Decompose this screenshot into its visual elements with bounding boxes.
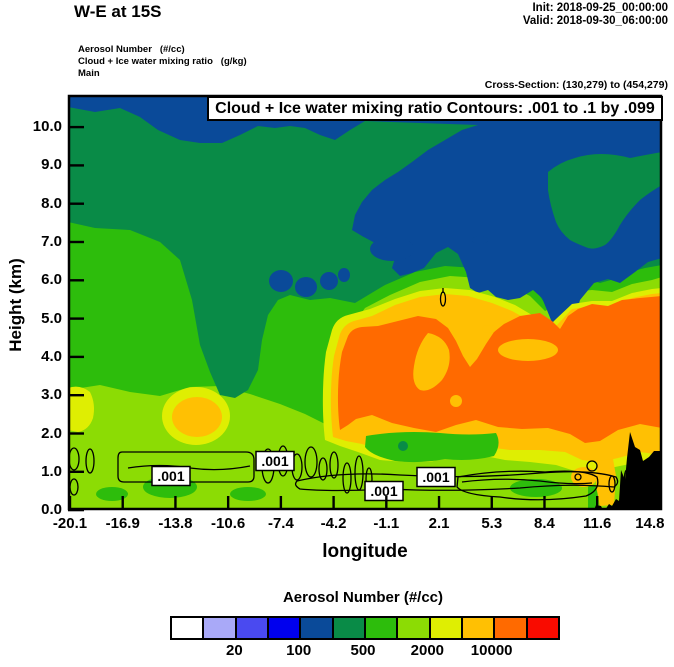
colorbar-tick-label: 100: [286, 642, 312, 659]
contour-label-box: [364, 480, 404, 502]
valid-time: Valid: 2018-09-30_06:00:00: [522, 15, 668, 27]
y-tick-label: 1.0: [41, 462, 62, 480]
fill-orange-core: [337, 296, 662, 443]
x-tick-label: 11.6: [583, 515, 612, 532]
plot-title-box: Cloud + Ice water mixing ratio Contours:…: [207, 96, 663, 121]
x-tick-label: -7.4: [267, 515, 294, 532]
cross-section-plot: .001 .001 .001 .001: [67, 94, 663, 512]
colorbar-cell: [204, 618, 237, 638]
terrain-mask: [605, 432, 662, 510]
fill-green-patch: [96, 487, 128, 501]
colorbar-tick-label: 20: [225, 642, 243, 659]
cross-section-label: Cross-Section: (130,279) to (454,279): [484, 79, 668, 91]
fill-yellow-left-blob: [68, 386, 94, 432]
x-tick-label: 5.3: [481, 515, 503, 532]
colorbar-cell: [430, 618, 463, 638]
colorbar-cell: [365, 618, 399, 638]
contour-label-box: [416, 466, 456, 488]
colorbar-cell: [527, 618, 558, 638]
colorbar-cell: [495, 618, 528, 638]
field-list: Aerosol Number (#/cc) Cloud + Ice water …: [78, 44, 247, 80]
x-tick-label: -16.9: [105, 515, 140, 532]
colorbar-cell: [398, 618, 431, 638]
fill-green-patch: [588, 486, 598, 508]
init-time: Init: 2018-09-25_00:00:00: [532, 2, 668, 14]
x-tick-label: 2.1: [428, 515, 450, 532]
fill-blue-blob: [295, 277, 317, 297]
colorbar-cell: [333, 618, 366, 638]
x-tick-label: -13.8: [158, 515, 193, 532]
fill-amber-island: [482, 325, 496, 333]
y-tick-label: 0.0: [41, 501, 62, 519]
fill-blue-blob: [269, 270, 293, 292]
fill-blue-blob: [338, 268, 350, 282]
colorbar-tick-label: 500: [350, 642, 376, 659]
x-tick-label: -10.6: [211, 515, 246, 532]
x-tick-label: -4.2: [320, 515, 347, 532]
y-tick-label: 5.0: [41, 309, 62, 327]
y-tick-label: 9.0: [41, 156, 62, 174]
fill-blue-blob: [320, 272, 338, 290]
x-tick-label: -20.1: [52, 515, 88, 532]
fill-blue-blob: [472, 236, 488, 244]
model-times: Init: 2018-09-25_00:00:00 Valid: 2018-09…: [523, 2, 668, 28]
y-tick-label: 7.0: [41, 233, 62, 250]
fill-amber-island: [450, 395, 462, 407]
y-tick-label: 10.0: [32, 118, 62, 136]
fill-green-patch: [230, 487, 266, 501]
contour-fill-layers: [68, 95, 662, 510]
contour-label-text: .001: [422, 469, 449, 485]
x-axis-label: longitude: [322, 541, 408, 562]
fill-green-patch: [510, 479, 562, 497]
colorbar-title: Aerosol Number (#/cc): [282, 589, 444, 606]
colorbar: [170, 616, 560, 640]
colorbar-cell: [268, 618, 302, 638]
y-tick-label: 6.0: [41, 271, 62, 289]
colorbar-cell: [301, 618, 334, 638]
field-domain: Main: [78, 68, 100, 79]
contour-label-box: [255, 450, 295, 472]
fill-amber-center: [172, 397, 222, 437]
fill-green-patch: [365, 432, 499, 463]
colorbar-tick-label: 2000: [410, 642, 445, 659]
contour-label-text: .001: [261, 453, 288, 469]
colorbar-tick-label: 10000: [470, 642, 513, 659]
fill-amber-island: [498, 339, 558, 361]
contour-label-box: [151, 465, 191, 487]
y-tick-label: 2.0: [41, 424, 62, 442]
page-title: W-E at 15S: [74, 2, 162, 21]
y-tick-label: 8.0: [41, 194, 62, 212]
contour-label-group: .001 .001 .001 .001: [151, 450, 456, 502]
fill-amber-island: [413, 333, 450, 391]
fill-seagreen-dot: [398, 441, 408, 451]
fill-blue-blob: [370, 237, 414, 261]
x-tick-label: 8.4: [534, 515, 555, 532]
contour-label-text: .001: [157, 468, 184, 484]
y-tick-label: 3.0: [41, 386, 62, 404]
colorbar-cell: [462, 618, 496, 638]
fill-seagreen-band-right: [548, 152, 662, 249]
y-tick-label: 4.0: [41, 347, 62, 365]
field-cloud-ice: Cloud + Ice water mixing ratio (g/kg): [78, 56, 247, 67]
fill-amber-column: [596, 459, 616, 506]
colorbar-cell: [172, 618, 205, 638]
x-tick-label: -1.1: [373, 515, 400, 532]
contour-label-text: .001: [370, 483, 397, 499]
field-aerosol: Aerosol Number (#/cc): [78, 44, 185, 55]
x-tick-label: 14.8: [635, 515, 665, 532]
colorbar-cell: [236, 618, 269, 638]
